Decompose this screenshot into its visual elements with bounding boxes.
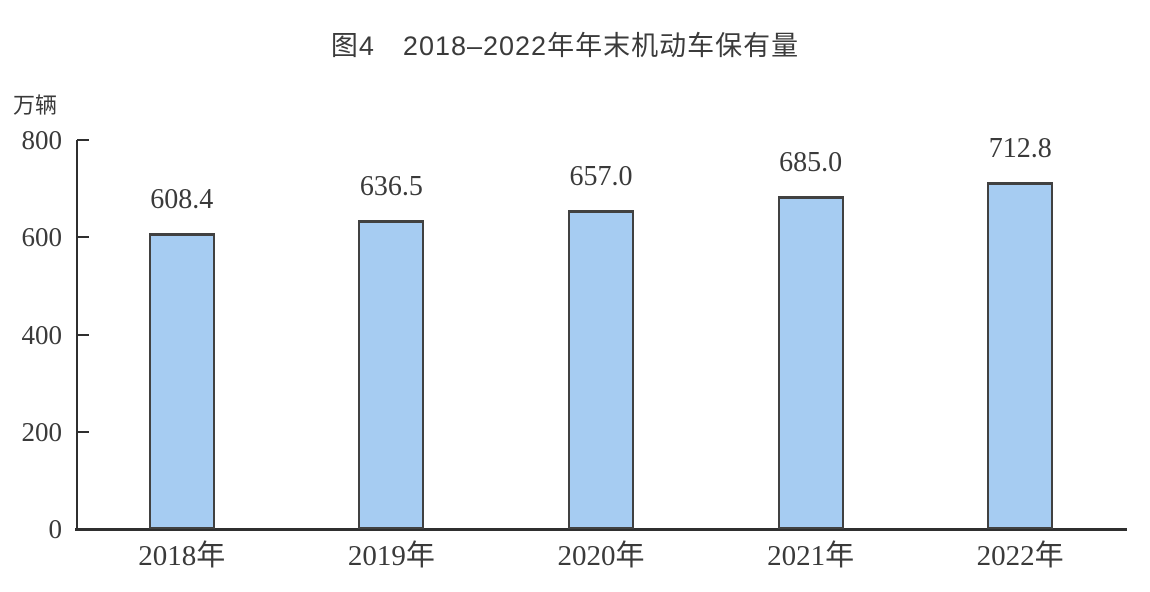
y-axis-tick-label: 0	[48, 514, 63, 544]
x-axis-tick-label: 2018年	[138, 540, 226, 572]
bar-value-label: 608.4	[150, 184, 214, 216]
bar-2019年	[358, 219, 425, 529]
bar-value-label: 685.0	[779, 146, 843, 178]
bar-2022年	[987, 182, 1054, 529]
y-axis-tick-mark	[77, 333, 89, 336]
y-axis-tick-label: 200	[21, 416, 63, 447]
y-axis-tick-label: 400	[21, 319, 63, 350]
bar-value-label: 657.0	[569, 160, 633, 192]
y-axis-tick-mark	[77, 430, 89, 433]
x-axis-tick-label: 2021年	[767, 540, 855, 572]
y-axis-tick-mark	[77, 236, 89, 239]
bar-2018年	[148, 233, 215, 529]
y-axis-tick-label: 600	[21, 222, 63, 253]
bar-2020年	[568, 209, 634, 529]
y-axis-unit-label: 万辆	[13, 93, 58, 118]
y-axis-tick-label: 800	[21, 125, 63, 155]
y-axis-line	[76, 140, 78, 531]
bar-2021年	[777, 195, 844, 529]
y-axis-tick-mark	[77, 139, 89, 141]
x-axis-tick-label: 2020年	[557, 540, 645, 572]
x-axis-line	[75, 528, 1127, 531]
bar-value-label: 636.5	[359, 170, 423, 202]
x-axis-tick-label: 2019年	[347, 540, 435, 572]
x-axis-tick-label: 2022年	[976, 540, 1064, 572]
chart-title: 图4 2018–2022年年末机动车保有量	[330, 31, 800, 61]
bar-value-label: 712.8	[988, 133, 1052, 165]
